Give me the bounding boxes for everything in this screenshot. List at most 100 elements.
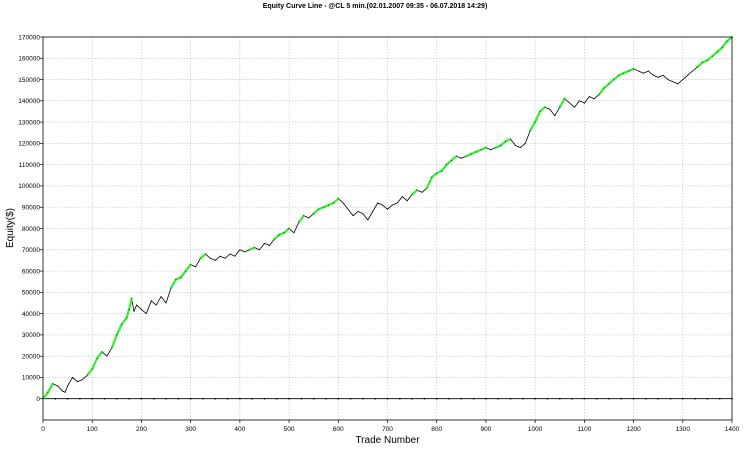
equity-point xyxy=(165,302,167,304)
equity-point xyxy=(131,298,133,300)
y-axis-title: Equity($) xyxy=(5,208,16,248)
equity-point xyxy=(62,390,64,392)
equity-point xyxy=(332,202,334,204)
equity-point xyxy=(239,249,241,251)
new-high-segment xyxy=(283,227,291,234)
zero-line-marker xyxy=(411,398,413,400)
equity-point xyxy=(357,211,359,212)
equity-point xyxy=(313,213,315,215)
equity-point xyxy=(431,176,433,178)
new-high-segment xyxy=(120,316,128,326)
equity-point xyxy=(490,149,492,151)
equity-point xyxy=(160,296,162,298)
equity-point xyxy=(77,381,78,383)
equity-point xyxy=(273,238,275,240)
new-high-segment xyxy=(125,308,131,319)
equity-point xyxy=(52,383,54,385)
equity-point xyxy=(451,159,452,161)
zero-line-marker xyxy=(91,398,93,400)
equity-point xyxy=(638,70,639,72)
equity-point xyxy=(682,79,684,81)
x-tick-label: 200 xyxy=(136,426,147,433)
equity-point xyxy=(623,72,625,74)
x-tick-label: 600 xyxy=(333,426,344,433)
zero-line-marker xyxy=(399,398,401,400)
equity-point xyxy=(298,221,300,223)
equity-point xyxy=(327,204,329,206)
zero-line-marker xyxy=(362,398,364,400)
equity-point xyxy=(200,257,201,259)
equity-point xyxy=(706,59,708,61)
equity-point xyxy=(128,308,130,310)
equity-point xyxy=(219,255,221,257)
y-axis-ticks: 0 10000 20000 30000 40000 50000 60000 70000 8000… xyxy=(18,34,43,403)
new-high-segment xyxy=(425,176,433,190)
zero-line-marker xyxy=(632,398,635,400)
equity-point xyxy=(101,351,103,353)
new-high-segment xyxy=(721,40,729,49)
zero-line-marker xyxy=(189,398,192,400)
equity-point xyxy=(519,147,521,149)
equity-point xyxy=(214,259,216,261)
equity-point xyxy=(416,189,418,191)
y-tick-label: 130000 xyxy=(18,119,40,126)
equity-point xyxy=(190,264,192,266)
equity-point xyxy=(57,385,59,387)
equity-point xyxy=(485,147,487,149)
zero-line-marker xyxy=(374,398,376,400)
x-tick-label: 700 xyxy=(382,426,393,433)
new-high-segment xyxy=(598,86,606,96)
equity-point xyxy=(318,208,320,210)
equity-point xyxy=(598,94,600,95)
y-tick-label: 90000 xyxy=(22,205,40,212)
equity-point xyxy=(308,217,310,219)
equity-point xyxy=(155,304,157,306)
zero-line-marker xyxy=(386,398,389,400)
y-tick-label: 120000 xyxy=(18,141,40,148)
zero-line-marker xyxy=(657,398,659,400)
new-high-segment xyxy=(91,357,99,371)
zero-line-marker xyxy=(202,398,204,400)
equity-point xyxy=(574,106,575,108)
equity-point xyxy=(470,153,472,155)
equity-point xyxy=(667,79,669,81)
y-tick-label: 50000 xyxy=(22,290,40,297)
new-high-segment xyxy=(450,155,458,162)
new-high-segment xyxy=(169,278,177,290)
x-tick-label: 800 xyxy=(431,426,442,433)
zero-line-layer xyxy=(42,398,733,400)
zero-line-marker xyxy=(312,398,315,400)
equity-point xyxy=(515,145,516,146)
equity-point xyxy=(411,194,413,195)
x-tick-label: 0 xyxy=(41,426,45,433)
equity-point xyxy=(559,106,561,108)
new-high-segment xyxy=(128,297,133,311)
equity-point xyxy=(539,111,541,112)
equity-point xyxy=(145,313,147,315)
y-tick-label: 160000 xyxy=(18,56,40,63)
equity-point xyxy=(687,74,689,76)
equity-point xyxy=(677,83,679,85)
equity-point xyxy=(628,70,630,72)
equity-point xyxy=(372,211,374,212)
equity-point xyxy=(209,257,211,259)
equity-point xyxy=(111,347,113,349)
y-tick-label: 20000 xyxy=(22,353,40,360)
y-tick-label: 60000 xyxy=(22,268,40,275)
zero-line-marker xyxy=(706,398,709,400)
equity-point xyxy=(716,51,718,53)
equity-point xyxy=(662,74,664,76)
equity-point xyxy=(633,68,635,70)
equity-point xyxy=(342,202,344,204)
equity-point xyxy=(377,202,379,204)
equity-point xyxy=(500,145,502,146)
equity-point xyxy=(534,121,536,123)
equity-point xyxy=(352,215,354,217)
equity-point xyxy=(495,147,497,149)
equity-point xyxy=(652,74,654,76)
equity-point xyxy=(588,96,590,98)
new-high-segment xyxy=(115,323,123,336)
zero-line-marker xyxy=(669,398,672,400)
zero-line-marker xyxy=(485,398,487,400)
zero-line-marker xyxy=(226,398,229,400)
